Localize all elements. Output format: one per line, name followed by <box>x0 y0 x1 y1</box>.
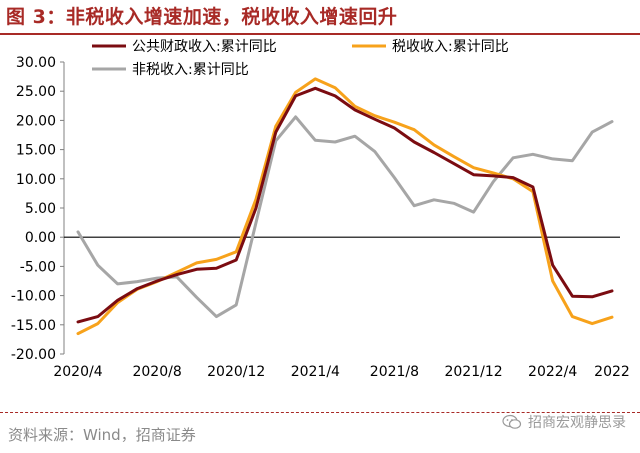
y-tick-label: 5.00 <box>25 201 56 217</box>
y-tick-label: 30.00 <box>16 55 56 71</box>
series-line-2 <box>76 115 614 319</box>
chart-series <box>76 77 614 336</box>
y-tick-label: 25.00 <box>16 84 56 100</box>
y-tick-label: -15.00 <box>11 318 56 334</box>
x-tick-label: 2021/8 <box>370 364 419 380</box>
series-line-0 <box>76 86 614 324</box>
chart-axes: 30.00 25.00 20.00 15.00 10.00 5.00 0.00 -5.00 -1… <box>11 55 630 380</box>
x-tick-label: 2020/12 <box>207 364 265 380</box>
y-tick-label: 15.00 <box>16 143 56 159</box>
x-tick-label: 2020/8 <box>132 364 181 380</box>
x-tick-label: 2022/4 <box>528 364 577 380</box>
watermark: 招商宏观静思录 <box>502 412 626 432</box>
series-line-1 <box>76 77 614 336</box>
watermark-text: 招商宏观静思录 <box>528 415 626 431</box>
x-tick-label: 2020/4 <box>53 364 102 380</box>
y-tick-label: 0.00 <box>25 230 56 246</box>
source-note: 资料来源：Wind，招商证券 <box>8 426 196 444</box>
figure-title: 图 3：非税收入增速加速，税收收入增速回升 <box>6 6 398 28</box>
title-divider <box>0 33 640 35</box>
legend-label: 公共财政收入:累计同比 <box>132 39 277 55</box>
wechat-icon <box>502 414 522 429</box>
legend-label: 税收收入:累计同比 <box>392 39 509 55</box>
y-tick-label: -20.00 <box>11 347 56 363</box>
y-tick-label: 10.00 <box>16 172 56 188</box>
y-tick-label: -5.00 <box>20 259 56 275</box>
y-tick-label: -10.00 <box>11 289 56 305</box>
line-chart: 30.00 25.00 20.00 15.00 10.00 5.00 0.00 -5.00 -1… <box>11 39 630 380</box>
source-divider <box>0 412 640 413</box>
x-tick-label: 2021/4 <box>291 364 340 380</box>
x-tick-label: 2021/12 <box>444 364 502 380</box>
legend-label: 非税收入:累计同比 <box>132 62 249 78</box>
y-tick-label: 20.00 <box>16 113 56 129</box>
x-tick-label: 2022 <box>594 364 630 380</box>
